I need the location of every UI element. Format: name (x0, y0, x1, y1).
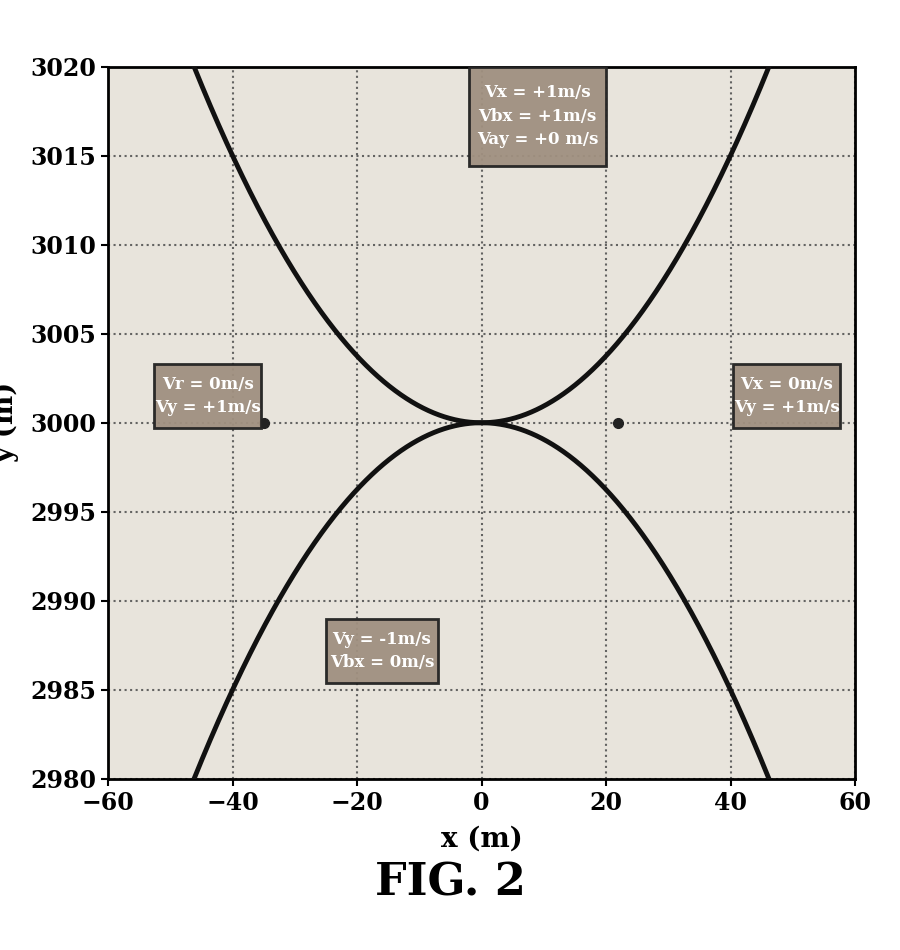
X-axis label: x (m): x (m) (441, 826, 522, 853)
FancyBboxPatch shape (734, 364, 840, 428)
Text: Vr = 0m/s
Vy = +1m/s: Vr = 0m/s Vy = +1m/s (155, 376, 260, 416)
Y-axis label: y (m): y (m) (0, 382, 19, 464)
Text: FIG. 2: FIG. 2 (374, 862, 526, 905)
FancyBboxPatch shape (326, 618, 438, 683)
Text: Vx = 0m/s
Vy = +1m/s: Vx = 0m/s Vy = +1m/s (734, 376, 840, 416)
Text: Vx = +1m/s
Vbx = +1m/s
Vay = +0 m/s: Vx = +1m/s Vbx = +1m/s Vay = +0 m/s (477, 85, 598, 148)
FancyBboxPatch shape (155, 364, 261, 428)
Text: Vy = -1m/s
Vbx = 0m/s: Vy = -1m/s Vbx = 0m/s (329, 631, 434, 671)
FancyBboxPatch shape (469, 66, 607, 166)
